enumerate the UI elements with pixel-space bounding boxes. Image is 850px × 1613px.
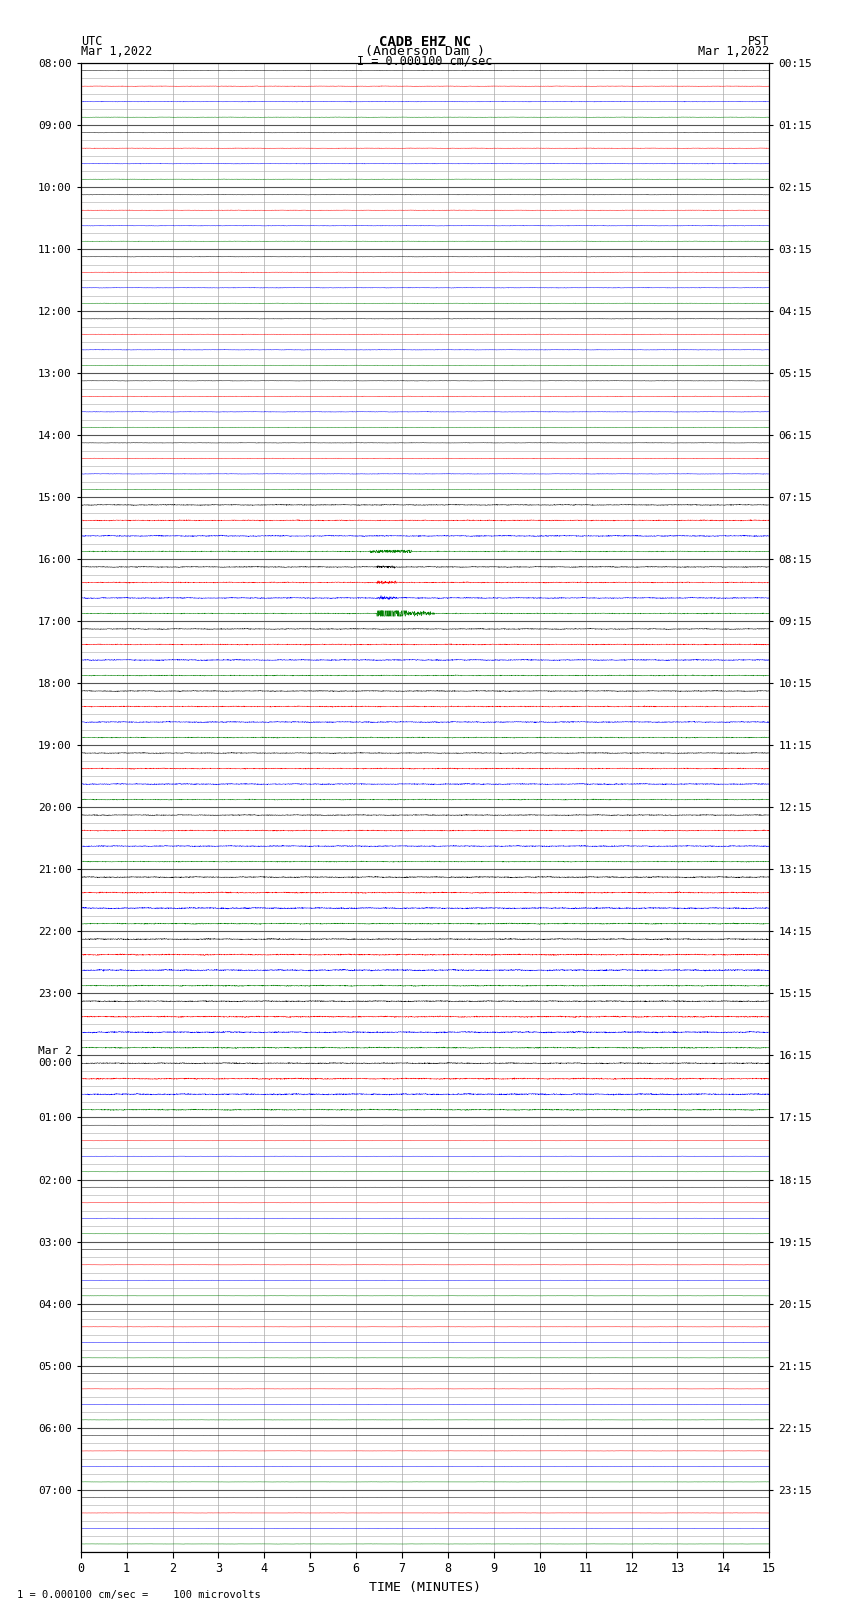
Text: 1 = 0.000100 cm/sec =    100 microvolts: 1 = 0.000100 cm/sec = 100 microvolts [17,1590,261,1600]
Text: CADB EHZ NC: CADB EHZ NC [379,35,471,48]
Text: UTC: UTC [81,35,102,48]
Text: I = 0.000100 cm/sec: I = 0.000100 cm/sec [357,55,493,68]
Text: (Anderson Dam ): (Anderson Dam ) [365,45,485,58]
Text: Mar 1,2022: Mar 1,2022 [81,45,152,58]
Text: Mar 1,2022: Mar 1,2022 [698,45,769,58]
Text: PST: PST [748,35,769,48]
X-axis label: TIME (MINUTES): TIME (MINUTES) [369,1581,481,1594]
